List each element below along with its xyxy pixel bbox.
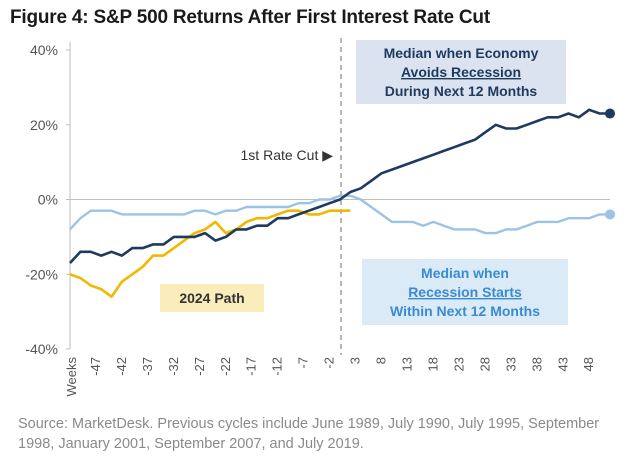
y-tick-label: 40% bbox=[30, 42, 58, 58]
x-tick-label: -22 bbox=[218, 357, 233, 376]
x-tick-label: -27 bbox=[192, 357, 207, 376]
annotation-2024-path-box bbox=[160, 284, 264, 312]
source-note: Source: MarketDesk. Previous cycles incl… bbox=[18, 416, 600, 452]
y-tick-label: 20% bbox=[30, 117, 58, 133]
annotation-no-recession-text: Median when Economy bbox=[384, 45, 539, 61]
x-tick-label: -17 bbox=[244, 357, 259, 376]
x-tick-label: -42 bbox=[114, 357, 129, 376]
annotation-no-recession-text: Avoids Recession bbox=[401, 64, 521, 80]
x-tick-label: -47 bbox=[88, 357, 103, 376]
chart-title: Figure 4: S&P 500 Returns After First In… bbox=[10, 7, 490, 28]
x-tick-label: -7 bbox=[296, 357, 311, 369]
y-tick-label: 0% bbox=[38, 192, 58, 208]
line-recession bbox=[69, 194, 610, 235]
annotation-recession-text: Median when bbox=[421, 265, 509, 281]
rate-cut-label: 1st Rate Cut ▶ bbox=[241, 147, 334, 163]
x-tick-label: 33 bbox=[503, 357, 518, 371]
line-no-recession bbox=[69, 108, 610, 264]
annotation-no-recession-box bbox=[356, 40, 566, 104]
x-tick-label: -12 bbox=[270, 357, 285, 376]
annotation-recession-text: Within Next 12 Months bbox=[390, 303, 540, 319]
x-tick-label: 28 bbox=[477, 357, 492, 371]
x-tick-label: 8 bbox=[374, 357, 389, 364]
x-axis-label: Weeks bbox=[64, 357, 79, 397]
annotation-recession-text: Recession Starts bbox=[408, 284, 522, 300]
chart: 40% 20% 0% -20% -40% -47 -42 -37 -32 -27 -22 -17 -12… bbox=[25, 38, 615, 397]
x-tick-label: -37 bbox=[140, 357, 155, 376]
endpoint-marker bbox=[605, 108, 615, 119]
x-tick-label: 23 bbox=[451, 357, 466, 371]
x-tick-label: 38 bbox=[529, 357, 544, 371]
x-tick-label: -2 bbox=[322, 357, 337, 369]
x-tick-label: 48 bbox=[581, 357, 596, 371]
x-tick-label: -32 bbox=[166, 357, 181, 376]
x-tick-label: 43 bbox=[555, 357, 570, 371]
line-2024-path bbox=[69, 209, 351, 298]
y-tick-label: -40% bbox=[25, 341, 58, 357]
annotation-2024-path-text: 2024 Path bbox=[179, 290, 244, 306]
annotation-no-recession-text: During Next 12 Months bbox=[385, 83, 538, 99]
x-tick-label: 18 bbox=[425, 357, 440, 371]
x-tick-label: 13 bbox=[400, 357, 415, 371]
annotation-recession-box bbox=[362, 259, 568, 325]
x-tick-label: 3 bbox=[348, 357, 363, 364]
y-tick-label: -20% bbox=[25, 266, 58, 282]
endpoint-marker bbox=[605, 209, 615, 220]
